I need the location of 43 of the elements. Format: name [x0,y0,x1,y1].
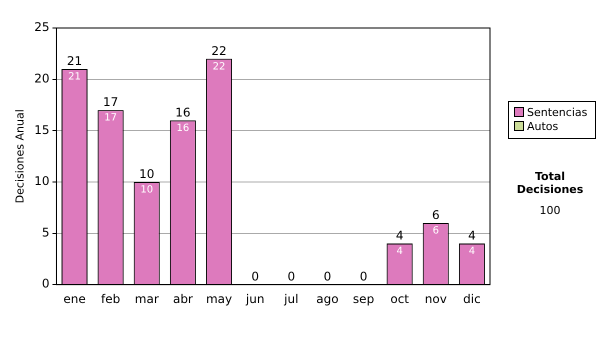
x-tick-label: abr [172,292,193,306]
total-label: 16 [175,106,191,120]
x-tick-label: may [206,292,232,306]
x-tick-label: jun [244,292,264,306]
total-label: 0 [324,270,332,284]
total-label: 21 [66,54,82,68]
total-label: 6 [432,208,440,222]
x-tick-label: jul [283,292,298,306]
y-axis-title: Decisiones Anual [13,109,26,204]
text: 100 [538,204,562,217]
y-tick-label: 0 [42,276,50,291]
y-tick-label: 25 [34,20,50,34]
legend-label: Sentencias [526,106,588,120]
y-tick-label: 20 [34,71,50,86]
data-label: 6 [432,226,439,237]
legend-label: Autos [526,120,560,134]
x-tick-label: sep [352,292,374,306]
x-tick-label: ene [63,292,86,306]
x-tick-label: feb [101,292,120,306]
text: Total Decisiones [516,170,584,196]
x-tick-label: oct [390,292,410,306]
total-label: 4 [468,228,476,243]
data-label: 22 [212,61,226,72]
data-label: 17 [104,112,118,124]
x-tick-label: mar [134,292,159,306]
y-tick-label: 15 [34,122,50,137]
data-label: 4 [396,246,403,258]
x-tick-label: dic [463,292,481,306]
data-label: 21 [68,72,81,83]
x-tick-label: nov [424,292,447,306]
total-label: 0 [287,270,296,284]
total-label: 22 [211,44,227,58]
y-tick-label: 5 [42,225,50,240]
x-tick-label: ago [316,292,339,306]
data-label: 4 [468,246,476,258]
data-label: 10 [140,184,154,196]
total-label: 17 [103,95,118,110]
data-label: 16 [176,122,190,134]
total-label: 0 [251,270,259,284]
total-label: 10 [139,167,154,182]
total-label: 0 [360,270,368,284]
y-tick-label: 10 [34,174,50,188]
total-label: 4 [396,228,404,243]
